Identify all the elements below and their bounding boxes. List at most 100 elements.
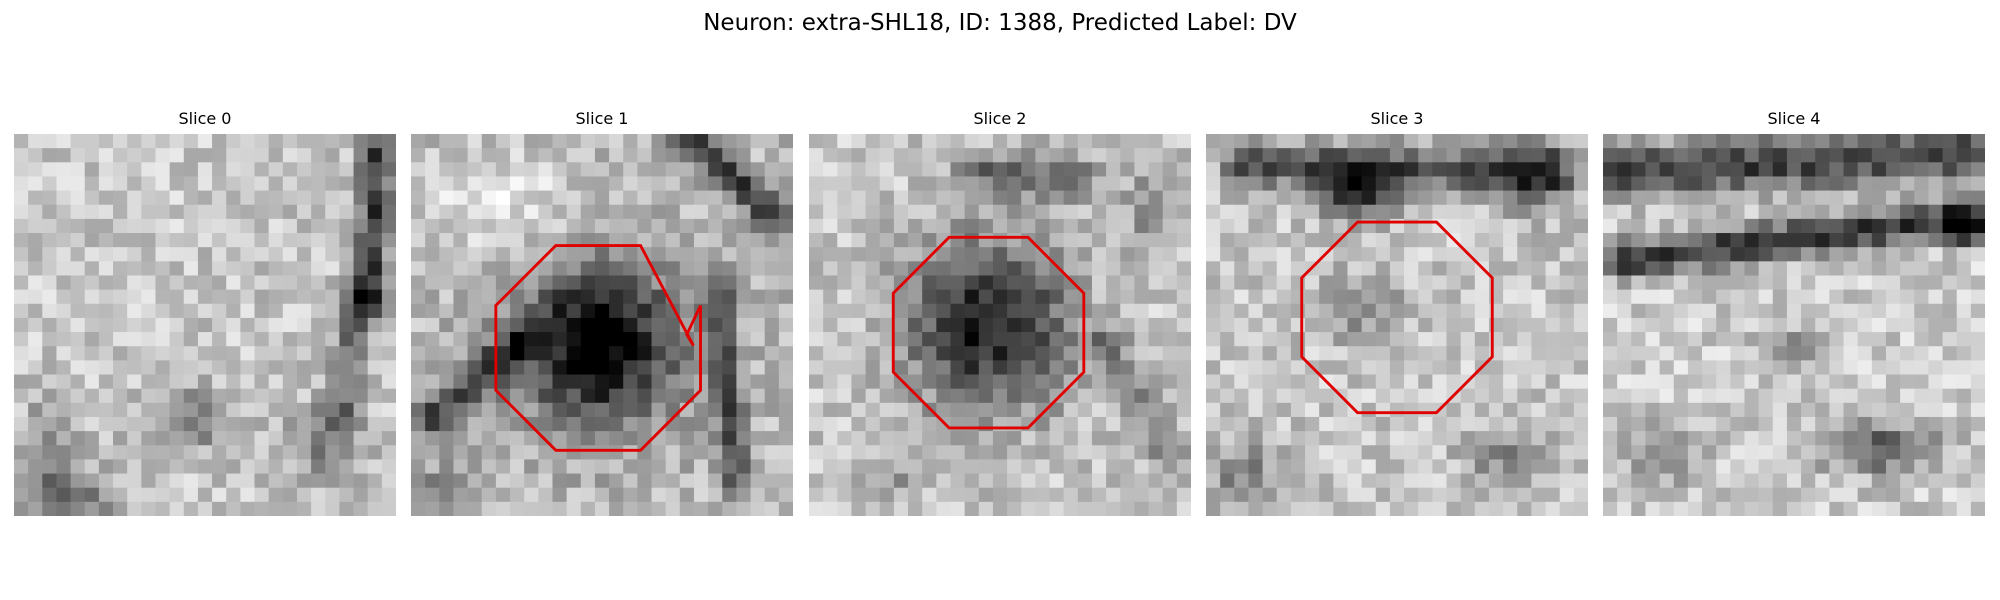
image-pixel bbox=[1885, 218, 1901, 234]
image-pixel bbox=[1262, 487, 1278, 503]
image-pixel bbox=[296, 360, 312, 376]
image-pixel bbox=[1928, 176, 1944, 192]
image-pixel bbox=[750, 473, 766, 489]
image-pixel bbox=[282, 233, 298, 248]
image-pixel bbox=[226, 134, 242, 149]
image-pixel bbox=[1248, 233, 1264, 248]
image-pixel bbox=[1333, 261, 1349, 277]
image-pixel bbox=[127, 261, 143, 277]
image-pixel bbox=[1460, 148, 1476, 164]
image-pixel bbox=[127, 247, 143, 263]
image-pixel bbox=[764, 261, 780, 277]
image-pixel bbox=[1573, 431, 1588, 447]
image-pixel bbox=[1063, 445, 1079, 461]
image-pixel bbox=[510, 190, 525, 206]
image-pixel bbox=[325, 459, 341, 475]
image-pixel bbox=[282, 445, 298, 461]
image-pixel bbox=[750, 190, 766, 206]
image-pixel bbox=[679, 162, 695, 178]
image-pixel bbox=[1772, 346, 1788, 362]
image-pixel bbox=[339, 501, 355, 516]
image-pixel bbox=[809, 445, 824, 461]
image-pixel bbox=[1603, 162, 1618, 178]
image-pixel bbox=[651, 332, 667, 347]
image-pixel bbox=[908, 445, 923, 461]
image-pixel bbox=[865, 176, 881, 192]
image-pixel bbox=[538, 317, 554, 333]
image-pixel bbox=[1049, 431, 1065, 447]
image-pixel bbox=[1857, 388, 1873, 404]
image-pixel bbox=[197, 303, 213, 319]
image-pixel bbox=[1035, 218, 1051, 234]
image-pixel bbox=[1404, 190, 1419, 206]
image-pixel bbox=[14, 332, 29, 347]
image-pixel bbox=[1942, 289, 1958, 305]
image-pixel bbox=[1460, 218, 1476, 234]
image-pixel bbox=[1361, 445, 1377, 461]
image-pixel bbox=[809, 346, 824, 362]
image-pixel bbox=[1120, 176, 1136, 192]
image-pixel bbox=[964, 317, 980, 333]
image-pixel bbox=[1744, 289, 1760, 305]
image-pixel bbox=[865, 332, 881, 347]
image-pixel bbox=[1120, 247, 1136, 263]
image-pixel bbox=[950, 473, 966, 489]
image-pixel bbox=[1176, 247, 1191, 263]
image-pixel bbox=[439, 388, 455, 404]
image-pixel bbox=[381, 303, 396, 319]
image-pixel bbox=[1375, 148, 1391, 164]
image-pixel bbox=[1970, 374, 1985, 390]
image-pixel bbox=[1049, 459, 1065, 475]
image-pixel bbox=[113, 134, 128, 149]
image-pixel bbox=[311, 487, 327, 503]
image-pixel bbox=[1220, 190, 1236, 206]
image-pixel bbox=[1928, 162, 1944, 178]
image-pixel bbox=[1404, 289, 1419, 305]
image-pixel bbox=[879, 261, 895, 277]
image-pixel bbox=[14, 233, 29, 248]
image-pixel bbox=[908, 261, 923, 277]
image-pixel bbox=[42, 346, 58, 362]
image-pixel bbox=[183, 204, 199, 220]
image-pixel bbox=[837, 190, 853, 206]
image-pixel bbox=[1631, 317, 1647, 333]
image-pixel bbox=[1603, 374, 1618, 390]
image-pixel bbox=[367, 218, 383, 234]
image-pixel bbox=[893, 303, 909, 319]
image-pixel bbox=[268, 416, 284, 432]
image-pixel bbox=[1404, 275, 1419, 291]
image-pixel bbox=[169, 431, 185, 447]
image-pixel bbox=[623, 317, 639, 333]
image-pixel bbox=[1077, 261, 1093, 277]
image-pixel bbox=[1716, 501, 1732, 516]
image-pixel bbox=[1603, 360, 1618, 376]
image-pixel bbox=[1248, 416, 1264, 432]
image-pixel bbox=[226, 501, 242, 516]
image-pixel bbox=[1716, 402, 1732, 418]
image-pixel bbox=[439, 275, 455, 291]
image-pixel bbox=[296, 289, 312, 305]
image-pixel bbox=[1234, 459, 1250, 475]
image-pixel bbox=[439, 473, 455, 489]
image-pixel bbox=[1404, 332, 1419, 347]
image-pixel bbox=[809, 501, 824, 516]
image-pixel bbox=[481, 134, 497, 149]
image-pixel bbox=[665, 317, 681, 333]
image-pixel bbox=[1262, 346, 1278, 362]
image-pixel bbox=[254, 289, 270, 305]
image-pixel bbox=[1035, 487, 1051, 503]
image-pixel bbox=[1871, 445, 1887, 461]
image-pixel bbox=[226, 431, 242, 447]
image-pixel bbox=[1262, 402, 1278, 418]
image-pixel bbox=[1942, 388, 1958, 404]
image-pixel bbox=[623, 204, 639, 220]
image-pixel bbox=[1206, 190, 1221, 206]
image-pixel bbox=[311, 134, 327, 149]
image-pixel bbox=[1162, 190, 1178, 206]
image-pixel bbox=[1120, 473, 1136, 489]
image-pixel bbox=[1077, 148, 1093, 164]
image-pixel bbox=[1829, 275, 1845, 291]
image-pixel bbox=[1474, 501, 1490, 516]
image-pixel bbox=[865, 289, 881, 305]
image-pixel bbox=[750, 360, 766, 376]
